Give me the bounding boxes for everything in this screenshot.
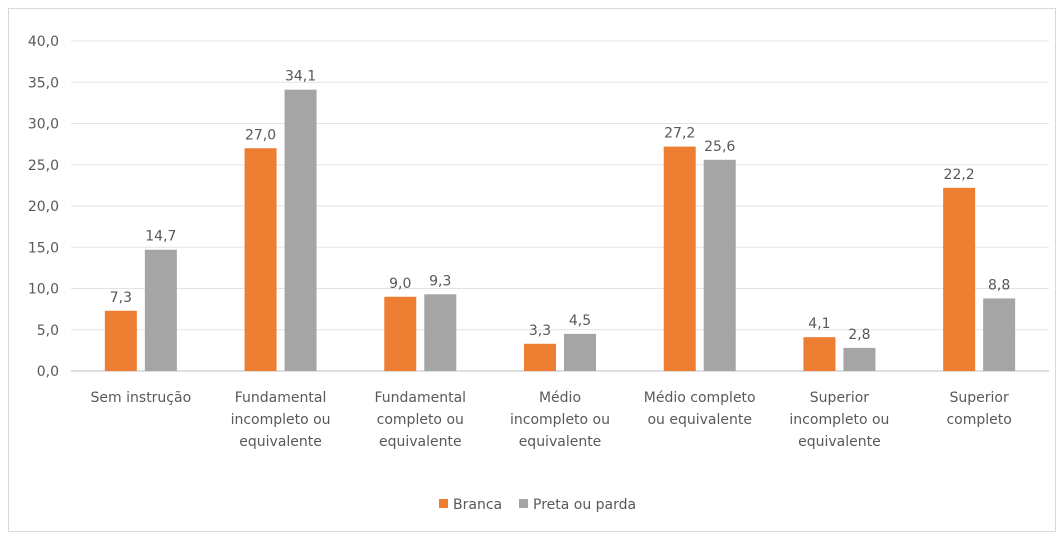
y-axis-ticks: 0,0 5,0 10,0 15,0 20,0 25,0 30,0 35,0 40,0	[28, 34, 59, 380]
bar-branca	[943, 187, 976, 371]
x-category-label: Sem instrução	[91, 390, 192, 406]
bar-chart: 0,0 5,0 10,0 15,0 20,0 25,0 30,0 35,0 40,0 7,3 14…	[28, 34, 1049, 513]
data-label: 7,3	[110, 290, 132, 306]
legend-swatch	[519, 499, 528, 508]
x-category-label: Fundamental completo ou equivalente	[374, 390, 466, 450]
legend-label: Branca	[453, 497, 502, 513]
data-label: 27,2	[664, 126, 695, 142]
chart-frame: 0,0 5,0 10,0 15,0 20,0 25,0 30,0 35,0 40,0 7,3 14…	[8, 8, 1056, 532]
data-label: 4,5	[569, 313, 591, 329]
y-tick-label: 15,0	[28, 240, 59, 256]
data-label: 27,0	[245, 127, 276, 143]
bar-preta-ou-parda	[843, 347, 876, 371]
data-label: 9,3	[429, 273, 451, 289]
bar-branca	[244, 148, 277, 371]
data-label: 3,3	[529, 323, 551, 339]
bar-branca	[803, 337, 836, 371]
data-label: 8,8	[988, 277, 1010, 293]
bar-preta-ou-parda	[564, 333, 596, 371]
data-labels: 7,3 14,7 27,0 34,1 9,0 9,3 3,3 4,5 27,2 25,6 4,1 2,…	[110, 69, 1011, 343]
x-category-label: Fundamental incompleto ou equivalente	[231, 390, 331, 450]
y-tick-label: 25,0	[28, 158, 59, 174]
bar-branca	[663, 146, 696, 371]
gridlines	[71, 40, 1049, 372]
legend: Branca Preta ou parda	[439, 497, 636, 513]
bar-branca	[104, 310, 137, 371]
bar-branca	[384, 296, 417, 371]
data-label: 34,1	[285, 69, 316, 85]
bar-preta-ou-parda	[703, 159, 736, 371]
data-label: 4,1	[808, 316, 830, 332]
x-category-label: Superior incompleto ou equivalente	[789, 390, 889, 450]
y-tick-label: 0,0	[37, 364, 59, 380]
data-label: 14,7	[145, 229, 176, 245]
y-tick-label: 35,0	[28, 75, 59, 91]
bar-preta-ou-parda	[144, 249, 177, 371]
bar-branca	[524, 343, 556, 371]
x-category-label: Médio completo ou equivalente	[644, 390, 756, 428]
bar-preta-ou-parda	[424, 294, 457, 371]
data-label: 22,2	[944, 167, 975, 183]
x-category-label: Médio incompleto ou equivalente	[510, 390, 610, 450]
data-label: 2,8	[848, 327, 870, 343]
y-tick-label: 5,0	[37, 323, 59, 339]
legend-label: Preta ou parda	[533, 497, 636, 513]
legend-swatch	[439, 499, 448, 508]
bar-preta-ou-parda	[284, 89, 317, 372]
x-axis-categories: Sem instrução Fundamental incompleto ou equ…	[91, 390, 1012, 450]
data-label: 9,0	[389, 276, 411, 292]
y-tick-label: 10,0	[28, 282, 59, 298]
bars	[104, 89, 1016, 372]
y-tick-label: 40,0	[28, 34, 59, 50]
y-tick-label: 30,0	[28, 117, 59, 133]
y-tick-label: 20,0	[28, 199, 59, 215]
x-category-label: Superior completo	[946, 390, 1011, 428]
bar-preta-ou-parda	[983, 298, 1016, 371]
data-label: 25,6	[704, 139, 735, 155]
